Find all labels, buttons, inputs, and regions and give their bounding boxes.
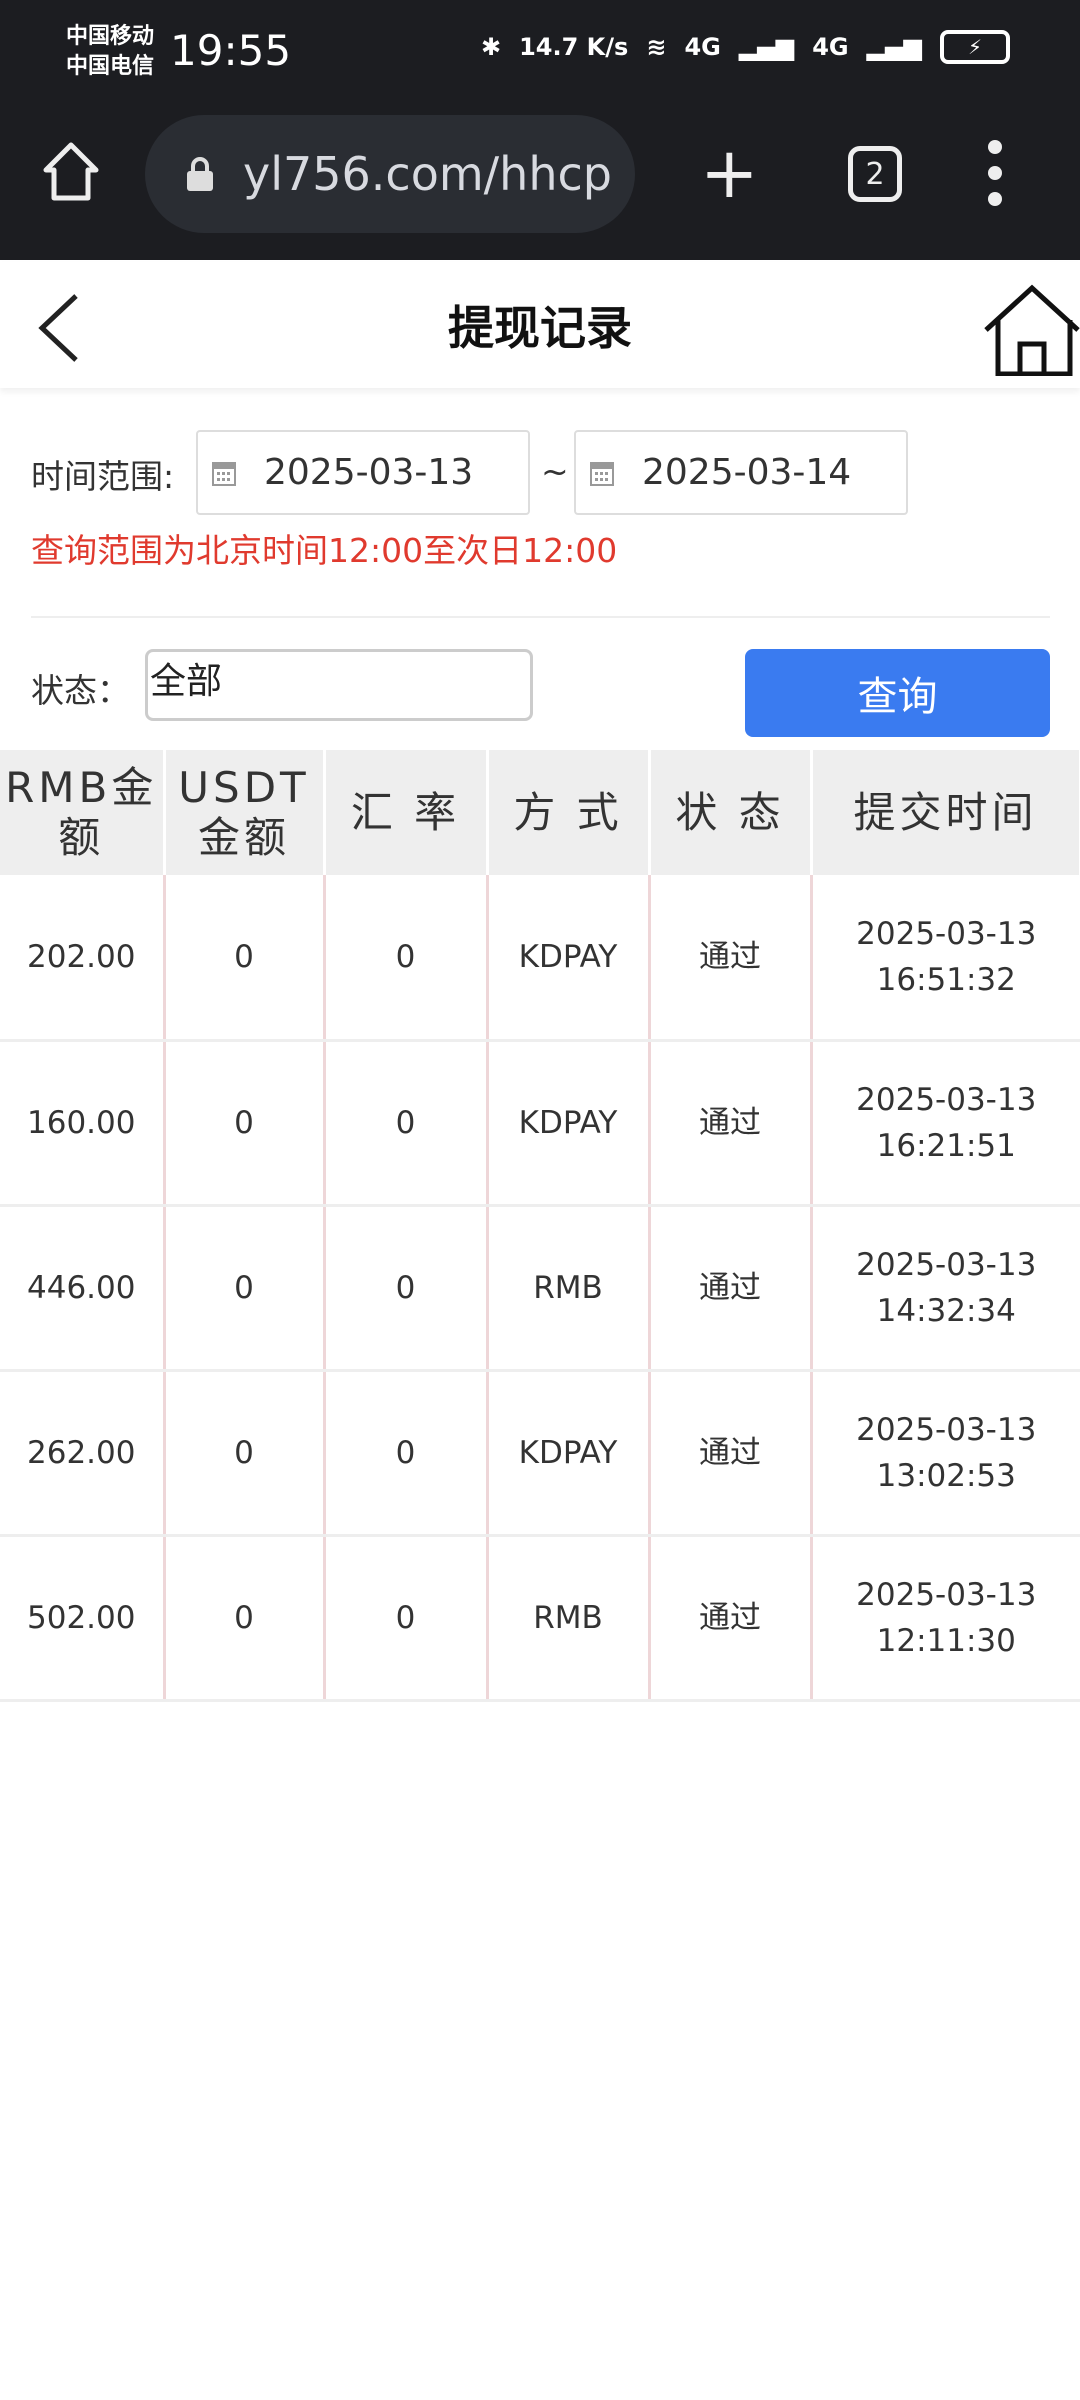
- cell-method: RMB: [487, 1535, 651, 1702]
- start-date-value: 2025-03-13: [264, 452, 474, 493]
- cell-status: 通过: [649, 1370, 813, 1537]
- cell-submit-time: 2025-03-13 16:51:32: [811, 875, 1080, 1042]
- cell-rate: 0: [324, 1205, 489, 1372]
- signal-2: 4G: [812, 33, 849, 61]
- cell-rmb: 262.00: [0, 1370, 166, 1537]
- table-row: 502.00 0 0 RMB 通过 2025-03-13 12:11:30: [0, 1535, 1080, 1702]
- cell-rmb: 202.00: [0, 875, 166, 1042]
- home-icon[interactable]: [980, 284, 1080, 376]
- tab-switcher-button[interactable]: 2: [848, 146, 902, 202]
- cell-usdt: 0: [164, 1205, 326, 1372]
- signal-1: 4G: [684, 33, 721, 61]
- system-and-browser-bar: 中国移动 中国电信 19:55 ✱ 14.7 K/s ≋ 4G ▂▄▆ 4G ▂…: [0, 0, 1080, 260]
- table-row: 446.00 0 0 RMB 通过 2025-03-13 14:32:34: [0, 1205, 1080, 1372]
- cell-submit-time: 2025-03-13 14:32:34: [811, 1205, 1080, 1372]
- query-range-note: 查询范围为北京时间12:00至次日12:00: [31, 531, 618, 570]
- column-header: 提交时间: [811, 750, 1080, 875]
- cell-rate: 0: [324, 1370, 489, 1537]
- table-row: 202.00 0 0 KDPAY 通过 2025-03-13 16:51:32: [0, 875, 1080, 1042]
- cell-usdt: 0: [164, 1535, 326, 1702]
- withdrawal-table: RMB金额 USDT金额汇 率方 式状 态提交时间 202.00 0 0 KDPAY 通过…: [0, 750, 1080, 1702]
- calendar-icon: [590, 461, 614, 486]
- cell-usdt: 0: [164, 1370, 326, 1537]
- carrier-info: 中国移动 中国电信: [66, 22, 154, 82]
- column-header: 状 态: [649, 750, 813, 875]
- cell-usdt: 0: [164, 875, 326, 1042]
- address-bar[interactable]: yl756.com/hhcp: [145, 115, 635, 233]
- browser-home-icon[interactable]: [40, 140, 102, 202]
- url-text[interactable]: yl756.com/hhcp: [243, 147, 612, 201]
- submit-date: 2025-03-13: [856, 1081, 1037, 1118]
- divider: [31, 616, 1050, 618]
- cell-submit-time: 2025-03-13 16:21:51: [811, 1040, 1080, 1207]
- cell-rmb: 160.00: [0, 1040, 166, 1207]
- submit-time: 16:21:51: [876, 1127, 1016, 1164]
- back-arrow-icon[interactable]: [30, 290, 90, 366]
- cell-method: KDPAY: [487, 875, 651, 1042]
- table-row: 160.00 0 0 KDPAY 通过 2025-03-13 16:21:51: [0, 1040, 1080, 1207]
- column-header: 汇 率: [324, 750, 489, 875]
- range-separator: ~: [541, 452, 569, 491]
- signal-icon: ▂▄▆: [866, 33, 922, 61]
- cell-rmb: 446.00: [0, 1205, 166, 1372]
- cell-rate: 0: [324, 1040, 489, 1207]
- cell-status: 通过: [649, 1535, 813, 1702]
- table-row: 262.00 0 0 KDPAY 通过 2025-03-13 13:02:53: [0, 1370, 1080, 1537]
- cell-usdt: 0: [164, 1040, 326, 1207]
- end-date-value: 2025-03-14: [642, 452, 852, 493]
- cell-status: 通过: [649, 1040, 813, 1207]
- cell-rate: 0: [324, 875, 489, 1042]
- calendar-icon: [212, 461, 236, 486]
- cell-method: KDPAY: [487, 1370, 651, 1537]
- submit-date: 2025-03-13: [856, 1411, 1037, 1448]
- query-button[interactable]: 查询: [745, 649, 1050, 737]
- bluetooth-icon: ✱: [481, 33, 502, 61]
- submit-time: 14:32:34: [876, 1292, 1016, 1329]
- cell-rmb: 502.00: [0, 1535, 166, 1702]
- status-select[interactable]: 全部: [145, 649, 533, 721]
- wifi-icon: ≋: [646, 33, 667, 61]
- cell-submit-time: 2025-03-13 12:11:30: [811, 1535, 1080, 1702]
- submit-date: 2025-03-13: [856, 1576, 1037, 1613]
- status-label: 状态：: [31, 671, 130, 710]
- cell-rate: 0: [324, 1535, 489, 1702]
- cell-status: 通过: [649, 1205, 813, 1372]
- net-speed: 14.7 K/s: [519, 33, 629, 61]
- battery-charging-icon: ⚡: [940, 30, 1010, 64]
- cell-status: 通过: [649, 875, 813, 1042]
- submit-date: 2025-03-13: [856, 1246, 1037, 1283]
- lock-icon: [187, 157, 213, 191]
- submit-time: 16:51:32: [876, 961, 1016, 998]
- column-header: 方 式: [487, 750, 651, 875]
- cell-method: KDPAY: [487, 1040, 651, 1207]
- carrier-2: 中国电信: [66, 54, 155, 79]
- end-date-input[interactable]: 2025-03-14: [574, 430, 908, 515]
- column-header: USDT金额: [164, 750, 326, 875]
- cell-method: RMB: [487, 1205, 651, 1372]
- more-menu-icon[interactable]: [985, 140, 1005, 206]
- page-header: 提现记录: [0, 262, 1080, 388]
- submit-date: 2025-03-13: [856, 915, 1037, 952]
- time-range-label: 时间范围:: [31, 457, 175, 496]
- submit-time: 12:11:30: [876, 1622, 1016, 1659]
- page-title: 提现记录: [448, 301, 632, 355]
- column-header: RMB金额: [0, 750, 166, 875]
- carrier-1: 中国移动: [66, 24, 155, 49]
- start-date-input[interactable]: 2025-03-13: [196, 430, 530, 515]
- submit-time: 13:02:53: [876, 1457, 1016, 1494]
- system-icons: ✱ 14.7 K/s ≋ 4G ▂▄▆ 4G ▂▄▆ ⚡: [481, 30, 1010, 64]
- cell-submit-time: 2025-03-13 13:02:53: [811, 1370, 1080, 1537]
- signal-icon: ▂▄▆: [738, 33, 795, 61]
- clock: 19:55: [170, 26, 292, 75]
- new-tab-icon[interactable]: +: [700, 132, 759, 214]
